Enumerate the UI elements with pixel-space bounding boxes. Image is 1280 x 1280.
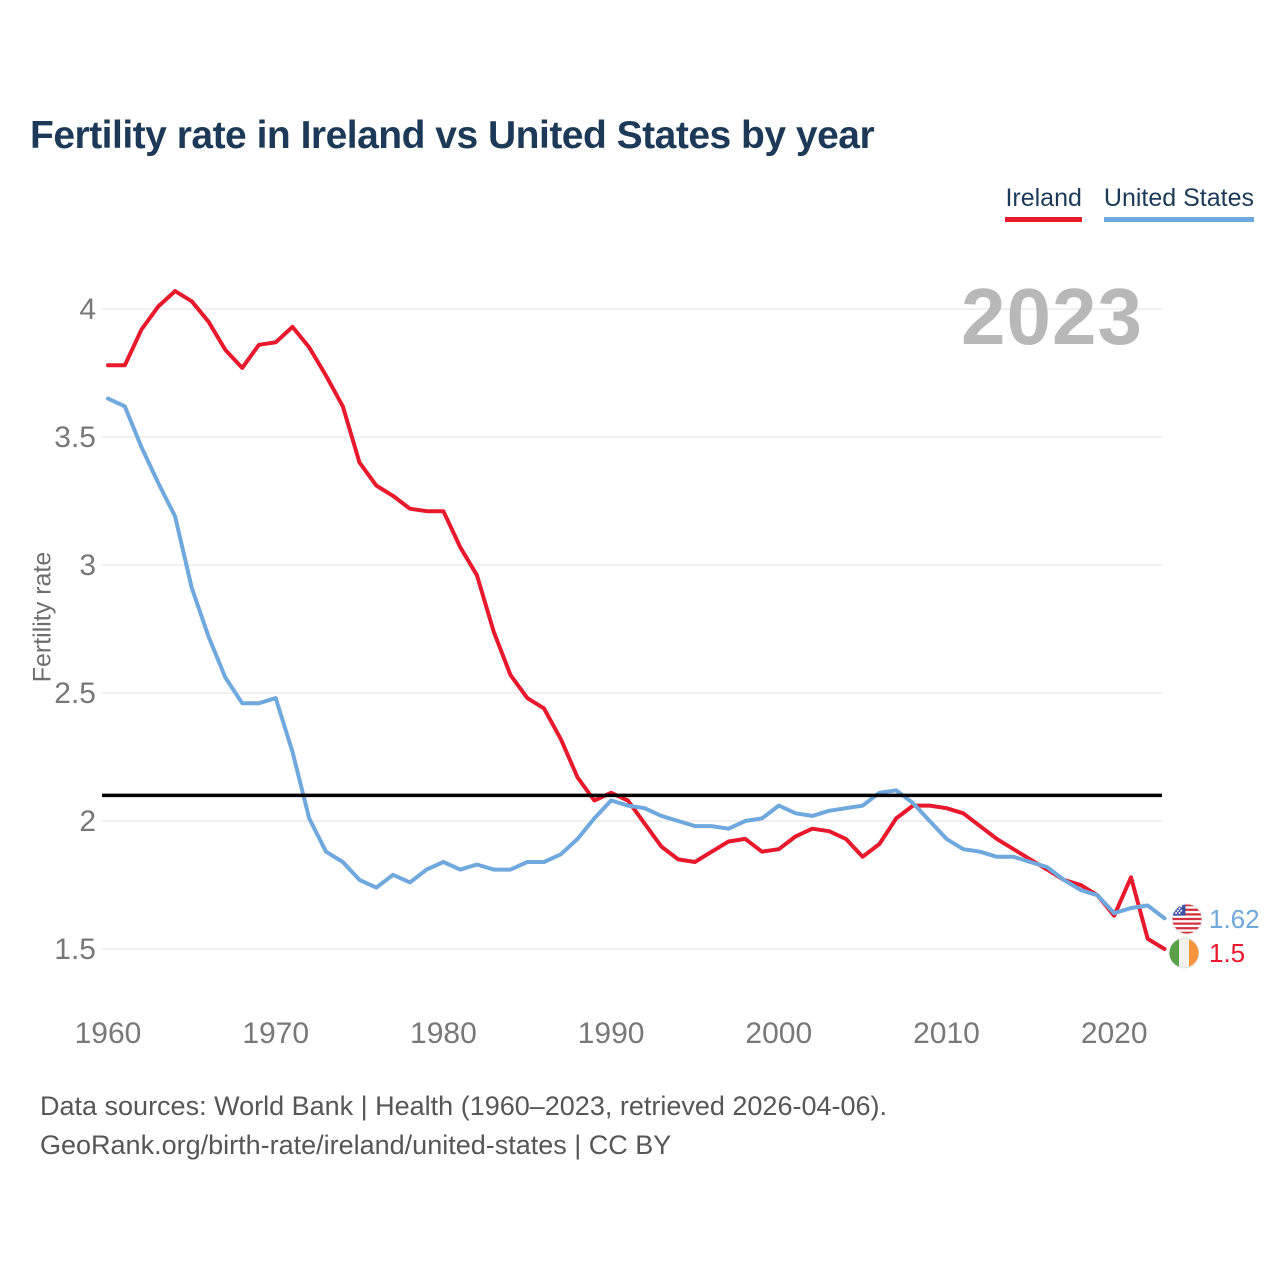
footer: Data sources: World Bank | Health (1960–… (40, 1087, 887, 1165)
y-tick-label: 2 (79, 805, 96, 838)
y-tick-label: 3 (79, 549, 96, 582)
x-tick-label: 2000 (745, 1017, 812, 1050)
legend-underline-united-states (1103, 217, 1254, 222)
legend-label-united-states: United States (1103, 184, 1254, 212)
x-tick-label: 1960 (75, 1017, 142, 1050)
x-tick-label: 2020 (1081, 1017, 1148, 1050)
y-tick-label: 1.5 (54, 933, 96, 966)
page-title: Fertility rate in Ireland vs United Stat… (30, 114, 875, 157)
legend-underline-ireland (1005, 217, 1082, 222)
y-tick-label: 4 (79, 293, 96, 326)
line-ireland[interactable] (106, 289, 1167, 951)
footer-attribution: GeoRank.org/birth-rate/ireland/united-st… (40, 1130, 672, 1160)
x-tick-label: 1970 (242, 1017, 309, 1050)
x-tick-label: 1980 (410, 1017, 477, 1050)
footer-data-sources: Data sources: World Bank | Health (1960–… (40, 1091, 887, 1121)
gridlines: 1.5 2 2.5 3 3.5 4 1960 1970 1980 1990 2000 2010 2020 (54, 293, 1162, 1050)
us-end-value-label: 1.62 (1209, 904, 1260, 934)
y-tick-label: 3.5 (54, 421, 96, 454)
legend-item-ireland[interactable]: Ireland (1005, 184, 1082, 222)
legend: Ireland United States (1005, 184, 1254, 222)
y-axis-title: Fertility rate (28, 551, 57, 683)
legend-label-ireland: Ireland (1005, 184, 1082, 212)
ireland-end-value-label: 1.5 (1209, 938, 1245, 968)
ireland-flag-icon (1168, 937, 1200, 969)
line-united-states[interactable] (106, 396, 1167, 921)
y-tick-label: 2.5 (54, 677, 96, 710)
x-tick-label: 1990 (578, 1017, 645, 1050)
legend-item-united-states[interactable]: United States (1103, 184, 1254, 222)
series-lines (106, 289, 1167, 951)
us-flag-icon (1171, 903, 1203, 935)
x-tick-label: 2010 (913, 1017, 980, 1050)
watermark-year: 2023 (961, 272, 1143, 361)
